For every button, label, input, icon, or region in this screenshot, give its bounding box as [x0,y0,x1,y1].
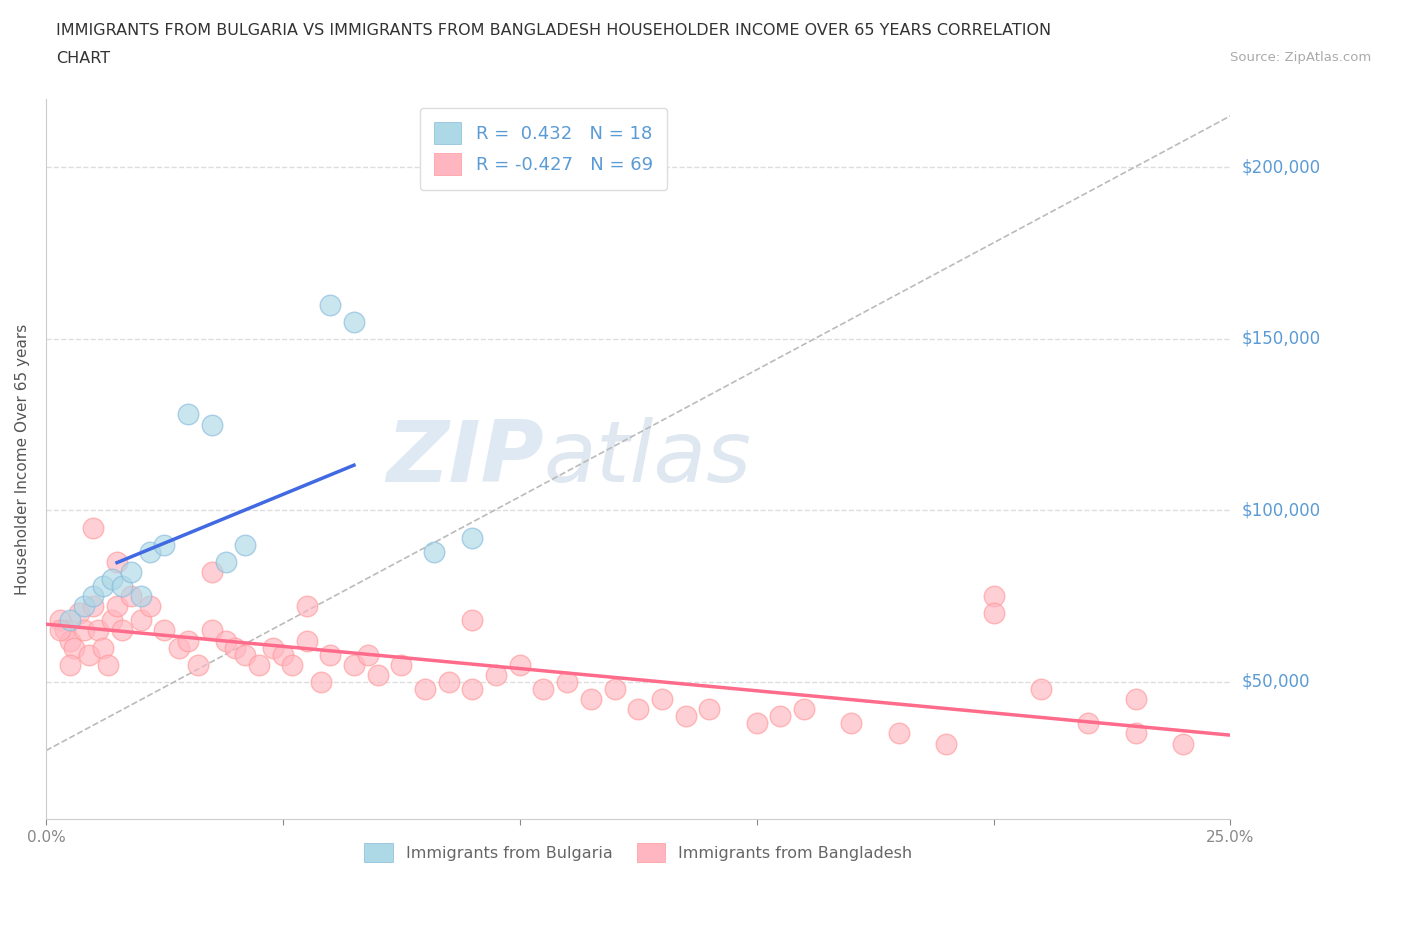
Point [120,565,142,579]
Point [82,589,104,604]
Point [120,589,142,604]
Point [233,538,256,552]
Point [1171,737,1194,751]
Point [651,692,673,707]
Point [413,682,436,697]
Point [73,599,96,614]
Point [201,418,224,432]
Point [63,640,86,655]
Point [105,599,128,614]
Point [91,640,114,655]
Point [509,658,531,672]
Point [59,633,82,648]
Point [129,613,152,628]
Point [201,623,224,638]
Point [153,538,176,552]
Point [367,668,389,683]
Point [697,702,720,717]
Point [675,709,697,724]
Text: $150,000: $150,000 [1241,330,1320,348]
Point [129,589,152,604]
Text: $200,000: $200,000 [1241,158,1320,177]
Point [983,589,1005,604]
Point [461,682,484,697]
Point [461,530,484,545]
Point [67,606,90,621]
Point [343,658,366,672]
Point [49,623,72,638]
Text: $50,000: $50,000 [1241,673,1310,691]
Point [91,578,114,593]
Point [153,623,176,638]
Point [177,633,200,648]
Point [59,658,82,672]
Point [187,658,209,672]
Legend: Immigrants from Bulgaria, Immigrants from Bangladesh: Immigrants from Bulgaria, Immigrants fro… [359,837,918,869]
Text: ZIP: ZIP [385,418,544,500]
Point [271,647,294,662]
Point [139,544,162,559]
Point [1125,692,1147,707]
Text: IMMIGRANTS FROM BULGARIA VS IMMIGRANTS FROM BANGLADESH HOUSEHOLDER INCOME OVER 6: IMMIGRANTS FROM BULGARIA VS IMMIGRANTS F… [56,23,1052,38]
Point [579,692,602,707]
Point [983,606,1005,621]
Point [281,658,304,672]
Point [201,565,224,579]
Point [73,623,96,638]
Point [555,674,578,689]
Text: $100,000: $100,000 [1241,501,1320,520]
Point [309,674,332,689]
Point [177,407,200,422]
Point [262,640,284,655]
Point [77,647,100,662]
Point [295,633,318,648]
Point [745,716,768,731]
Point [1029,682,1052,697]
Text: atlas: atlas [544,418,751,500]
Point [233,647,256,662]
Point [485,668,508,683]
Point [59,613,82,628]
Point [603,682,626,697]
Point [319,297,342,312]
Point [101,572,124,587]
Point [215,633,238,648]
Point [627,702,650,717]
Point [357,647,380,662]
Point [111,578,134,593]
Point [167,640,190,655]
Point [49,613,72,628]
Point [215,554,238,569]
Point [82,599,104,614]
Point [841,716,863,731]
Point [295,599,318,614]
Point [423,544,446,559]
Point [461,613,484,628]
Point [224,640,246,655]
Point [1125,726,1147,741]
Point [97,658,120,672]
Point [389,658,412,672]
Point [887,726,910,741]
Point [111,623,134,638]
Text: Source: ZipAtlas.com: Source: ZipAtlas.com [1230,51,1371,64]
Point [87,623,110,638]
Point [343,314,366,329]
Point [53,623,76,638]
Point [533,682,555,697]
Point [437,674,460,689]
Point [1077,716,1099,731]
Point [935,737,957,751]
Point [247,658,270,672]
Point [319,647,342,662]
Y-axis label: Householder Income Over 65 years: Householder Income Over 65 years [15,324,30,594]
Point [101,613,124,628]
Point [769,709,792,724]
Point [105,554,128,569]
Point [82,520,104,535]
Point [139,599,162,614]
Point [793,702,815,717]
Text: CHART: CHART [56,51,110,66]
